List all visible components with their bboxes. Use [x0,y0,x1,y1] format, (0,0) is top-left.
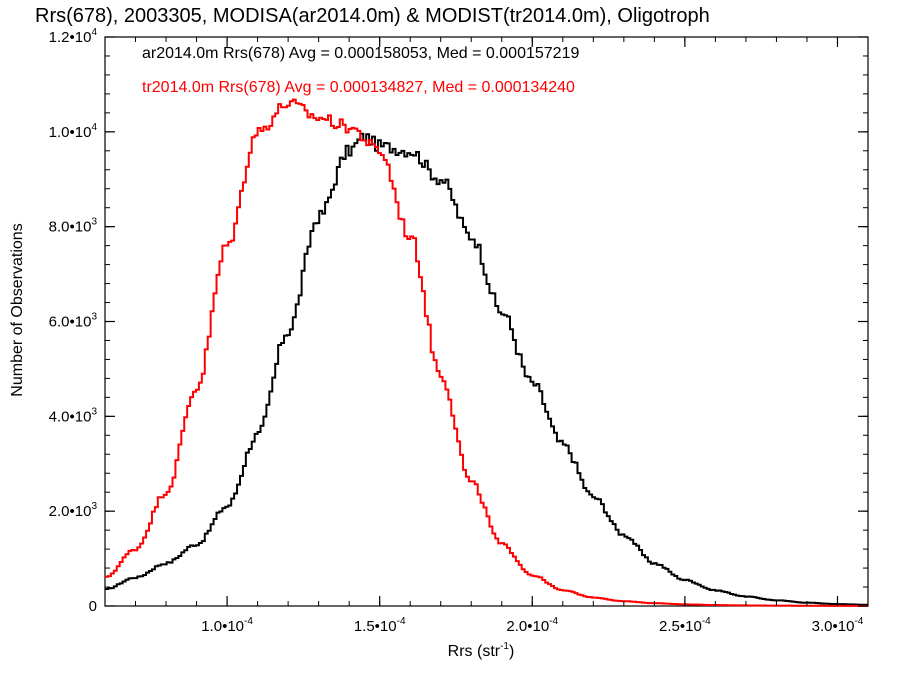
y-tick-label-0: 0 [89,598,97,615]
x-tick-label-3: 2.5•10-4 [659,616,711,635]
x-tick-label-0: 1.0•10-4 [201,616,253,635]
chart-title: Rrs(678), 2003305, MODISA(ar2014.0m) & M… [35,5,710,27]
x-axis-label-close: ) [509,643,514,660]
y-tick-label-5: 1.0•104 [49,122,98,141]
y-tick-label-4: 8.0•103 [49,217,98,236]
x-tick-label-4: 3.0•10-4 [812,616,864,635]
y-tick-label-6: 1.2•104 [49,27,98,46]
x-tick-label-2: 2.0•10-4 [506,616,558,635]
plot-area [104,36,869,607]
y-tick-label-3: 6.0•103 [49,312,98,331]
x-tick-label-1: 1.5•10-4 [354,616,406,635]
y-tick-label-2: 4.0•103 [49,406,98,425]
y-axis-label: Number of Observations [9,223,26,396]
series-annotation-tr: tr2014.0m Rrs(678) Avg = 0.000134827, Me… [142,79,575,96]
x-axis-label-main: Rrs (str [448,643,501,660]
x-axis-label-sup: -1 [500,641,509,652]
series-group [105,98,868,607]
plot-frame [104,36,869,607]
series-line-0 [105,132,868,606]
series-line-1 [105,98,868,607]
series-annotation-ar: ar2014.0m Rrs(678) Avg = 0.000158053, Me… [142,45,579,62]
x-axis-label: Rrs (str-1) [448,641,515,660]
y-tick-label-1: 2.0•103 [49,501,98,520]
axes-group: 1.0•10-4 1.5•10-4 2.0•10-4 2.5•10-4 3.0•10-4… [49,27,869,635]
